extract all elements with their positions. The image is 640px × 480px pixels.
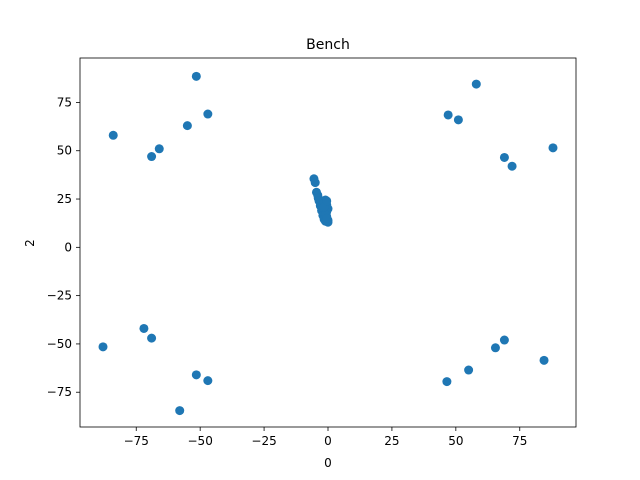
scatter-point xyxy=(499,152,509,162)
x-tick-label: 25 xyxy=(384,434,399,448)
y-tick-label: 25 xyxy=(57,192,72,206)
scatter-point xyxy=(507,161,517,171)
x-tick-label: 0 xyxy=(324,434,332,448)
scatter-point xyxy=(539,355,549,365)
scatter-point xyxy=(191,71,201,81)
scatter-point xyxy=(499,335,509,345)
scatter-point xyxy=(147,152,157,162)
scatter-point xyxy=(490,343,500,353)
y-tick-label: −25 xyxy=(47,289,72,303)
scatter-point xyxy=(548,143,558,153)
scatter-point xyxy=(443,110,453,120)
scatter-point xyxy=(182,121,192,131)
x-tick-label: −50 xyxy=(188,434,213,448)
scatter-point xyxy=(322,196,332,206)
y-tick-label: 50 xyxy=(57,144,72,158)
scatter-point xyxy=(203,109,213,119)
scatter-point xyxy=(108,130,118,140)
y-tick-label: 0 xyxy=(64,240,72,254)
scatter-point xyxy=(139,323,149,333)
x-tick-label: 75 xyxy=(512,434,527,448)
scatter-point xyxy=(310,178,320,188)
x-tick-label: −25 xyxy=(251,434,276,448)
plot-frame xyxy=(79,57,577,428)
scatter-point xyxy=(442,377,452,387)
chart-title: Bench xyxy=(306,37,350,53)
y-axis-label: 2 xyxy=(23,239,37,247)
scatter-point xyxy=(98,342,108,352)
scatter-point xyxy=(175,406,185,416)
scatter-point xyxy=(453,115,463,125)
scatter-point xyxy=(322,213,332,223)
y-tick-label: −75 xyxy=(47,385,72,399)
scatter-point xyxy=(154,144,164,154)
scatter-point xyxy=(191,370,201,380)
x-axis-label: 0 xyxy=(324,456,332,470)
scatter-point xyxy=(203,376,213,386)
x-tick-label: 50 xyxy=(448,434,463,448)
scatter-point xyxy=(464,365,474,375)
x-tick-label: −75 xyxy=(124,434,149,448)
scatter-point xyxy=(147,333,157,343)
scatter-point xyxy=(471,79,481,89)
y-tick-label: −50 xyxy=(47,337,72,351)
y-tick-label: 75 xyxy=(57,95,72,109)
plot-area: −75 −50 −25 0 25 50 75 −75 −50 −25 0 25 50 75 xyxy=(47,57,577,448)
